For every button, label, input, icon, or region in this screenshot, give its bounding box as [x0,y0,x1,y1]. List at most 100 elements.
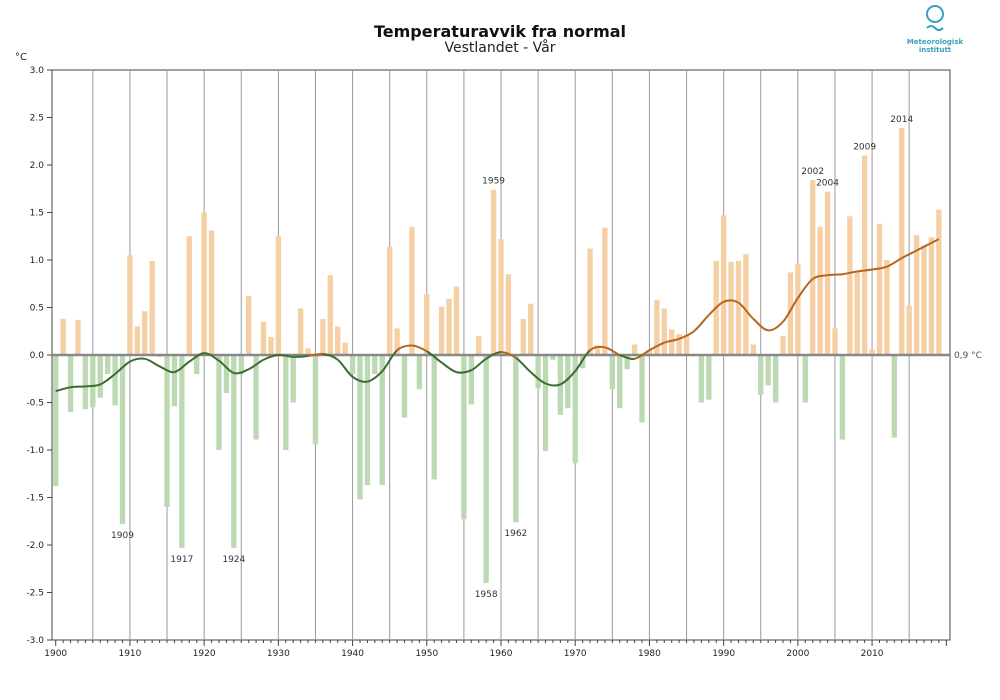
bar-1935 [312,355,319,445]
bar-1956 [468,355,474,405]
trend-line-segment [381,349,398,372]
bar-1954 [453,286,460,355]
trend-line-segment [515,357,532,373]
trend-line-segment [233,368,250,375]
trend-line-segment [916,242,932,252]
annotation-2009: 2009 [853,143,876,153]
bar-1942 [364,355,371,486]
bar-1931 [283,355,289,450]
trend-line-segment [55,386,71,393]
trend-line-segment [337,358,354,378]
bar-1903 [75,319,81,355]
bar-1943 [372,355,378,374]
bar-1911 [134,326,141,355]
bar-2013 [891,355,898,438]
trend-line-segment [426,350,443,364]
bar-1984 [676,334,682,355]
bar-1952 [438,306,445,355]
trend-line-segment [545,382,561,387]
y-tick-label: 2.5 [30,114,44,124]
y-tick-label: 0.5 [30,304,44,314]
trend-line-segment [530,371,546,385]
bar-1991 [728,261,734,355]
bar-1906 [97,355,103,398]
bar-2015 [906,305,912,355]
trend-line-segment [634,349,650,360]
trend-line-segment [871,265,888,271]
bar-1920 [201,212,207,355]
x-tick-label: 1960 [490,649,513,659]
bar-1975 [609,355,615,390]
bar-2014 [899,127,905,355]
bar-1987 [698,355,705,403]
bar-2009 [861,155,868,355]
bar-1978 [631,344,638,355]
trend-line-segment [619,354,635,360]
bar-1908 [112,355,118,406]
bar-1949 [416,355,423,390]
trend-line-segment [278,353,294,358]
bar-1974 [602,227,608,355]
y-tick-label: 3.0 [30,66,45,76]
bar-1923 [223,355,230,393]
trend-line-segment [351,376,368,383]
bar-1937 [327,275,333,355]
trend-line-segment [114,360,131,375]
trend-line-segment [99,373,116,386]
trend-line-segment [930,238,940,244]
trend-line-segment [485,351,502,360]
bar-1946 [394,328,400,355]
trend-line-segment [663,337,680,344]
bar-1938 [335,326,341,355]
y-tick-label: -3.0 [26,636,44,646]
bar-2004 [824,191,831,355]
trend-line-segment [812,274,828,280]
bar-1976 [617,355,623,409]
bar-2012 [884,260,890,355]
annotation-1958: 1958 [475,590,498,600]
bar-1904 [82,355,89,410]
bar-1972 [587,248,593,355]
bar-1992 [735,260,742,355]
trend-line-segment [723,299,739,304]
bar-2000 [795,263,801,355]
bar-1919 [194,355,200,374]
trend-line-segment [396,344,412,352]
bar-1912 [142,311,148,355]
bar-1907 [104,355,111,374]
bar-1932 [290,355,296,403]
y-tick-label: -2.0 [26,541,44,551]
trend-line-segment [768,321,784,332]
bar-1960 [498,239,504,355]
bar-1995 [758,355,764,395]
bar-1929 [268,336,274,355]
trend-line-segment [737,301,755,320]
bar-1963 [520,318,526,355]
bar-1936 [320,318,326,355]
x-tick-label: 1990 [712,649,735,659]
bar-1957 [476,336,482,355]
bar-1944 [379,355,385,486]
annotation-2014: 2014 [890,115,913,125]
trend-line-segment [441,361,457,374]
y-tick-label: -1.0 [26,446,44,456]
bar-1993 [743,254,749,355]
trend-line-segment [218,359,235,375]
trend-line-segment [411,344,428,353]
met-logo-icon [926,5,944,31]
logo-line-2: institutt [918,46,952,54]
trend-line-segment [648,341,665,352]
bar-1909 [119,355,126,525]
bar-2010 [869,349,875,355]
trend-line-segment [752,318,769,332]
y-tick-label: 0.0 [30,351,45,361]
trend-line-segment [693,314,710,333]
bar-1950 [424,294,430,355]
x-tick-label: 1980 [638,649,661,659]
bar-1947 [401,355,408,418]
trend-line-segment [604,346,621,356]
bar-1940 [349,355,356,374]
bar-1983 [669,329,675,355]
y-axis-unit: °C [15,52,27,63]
